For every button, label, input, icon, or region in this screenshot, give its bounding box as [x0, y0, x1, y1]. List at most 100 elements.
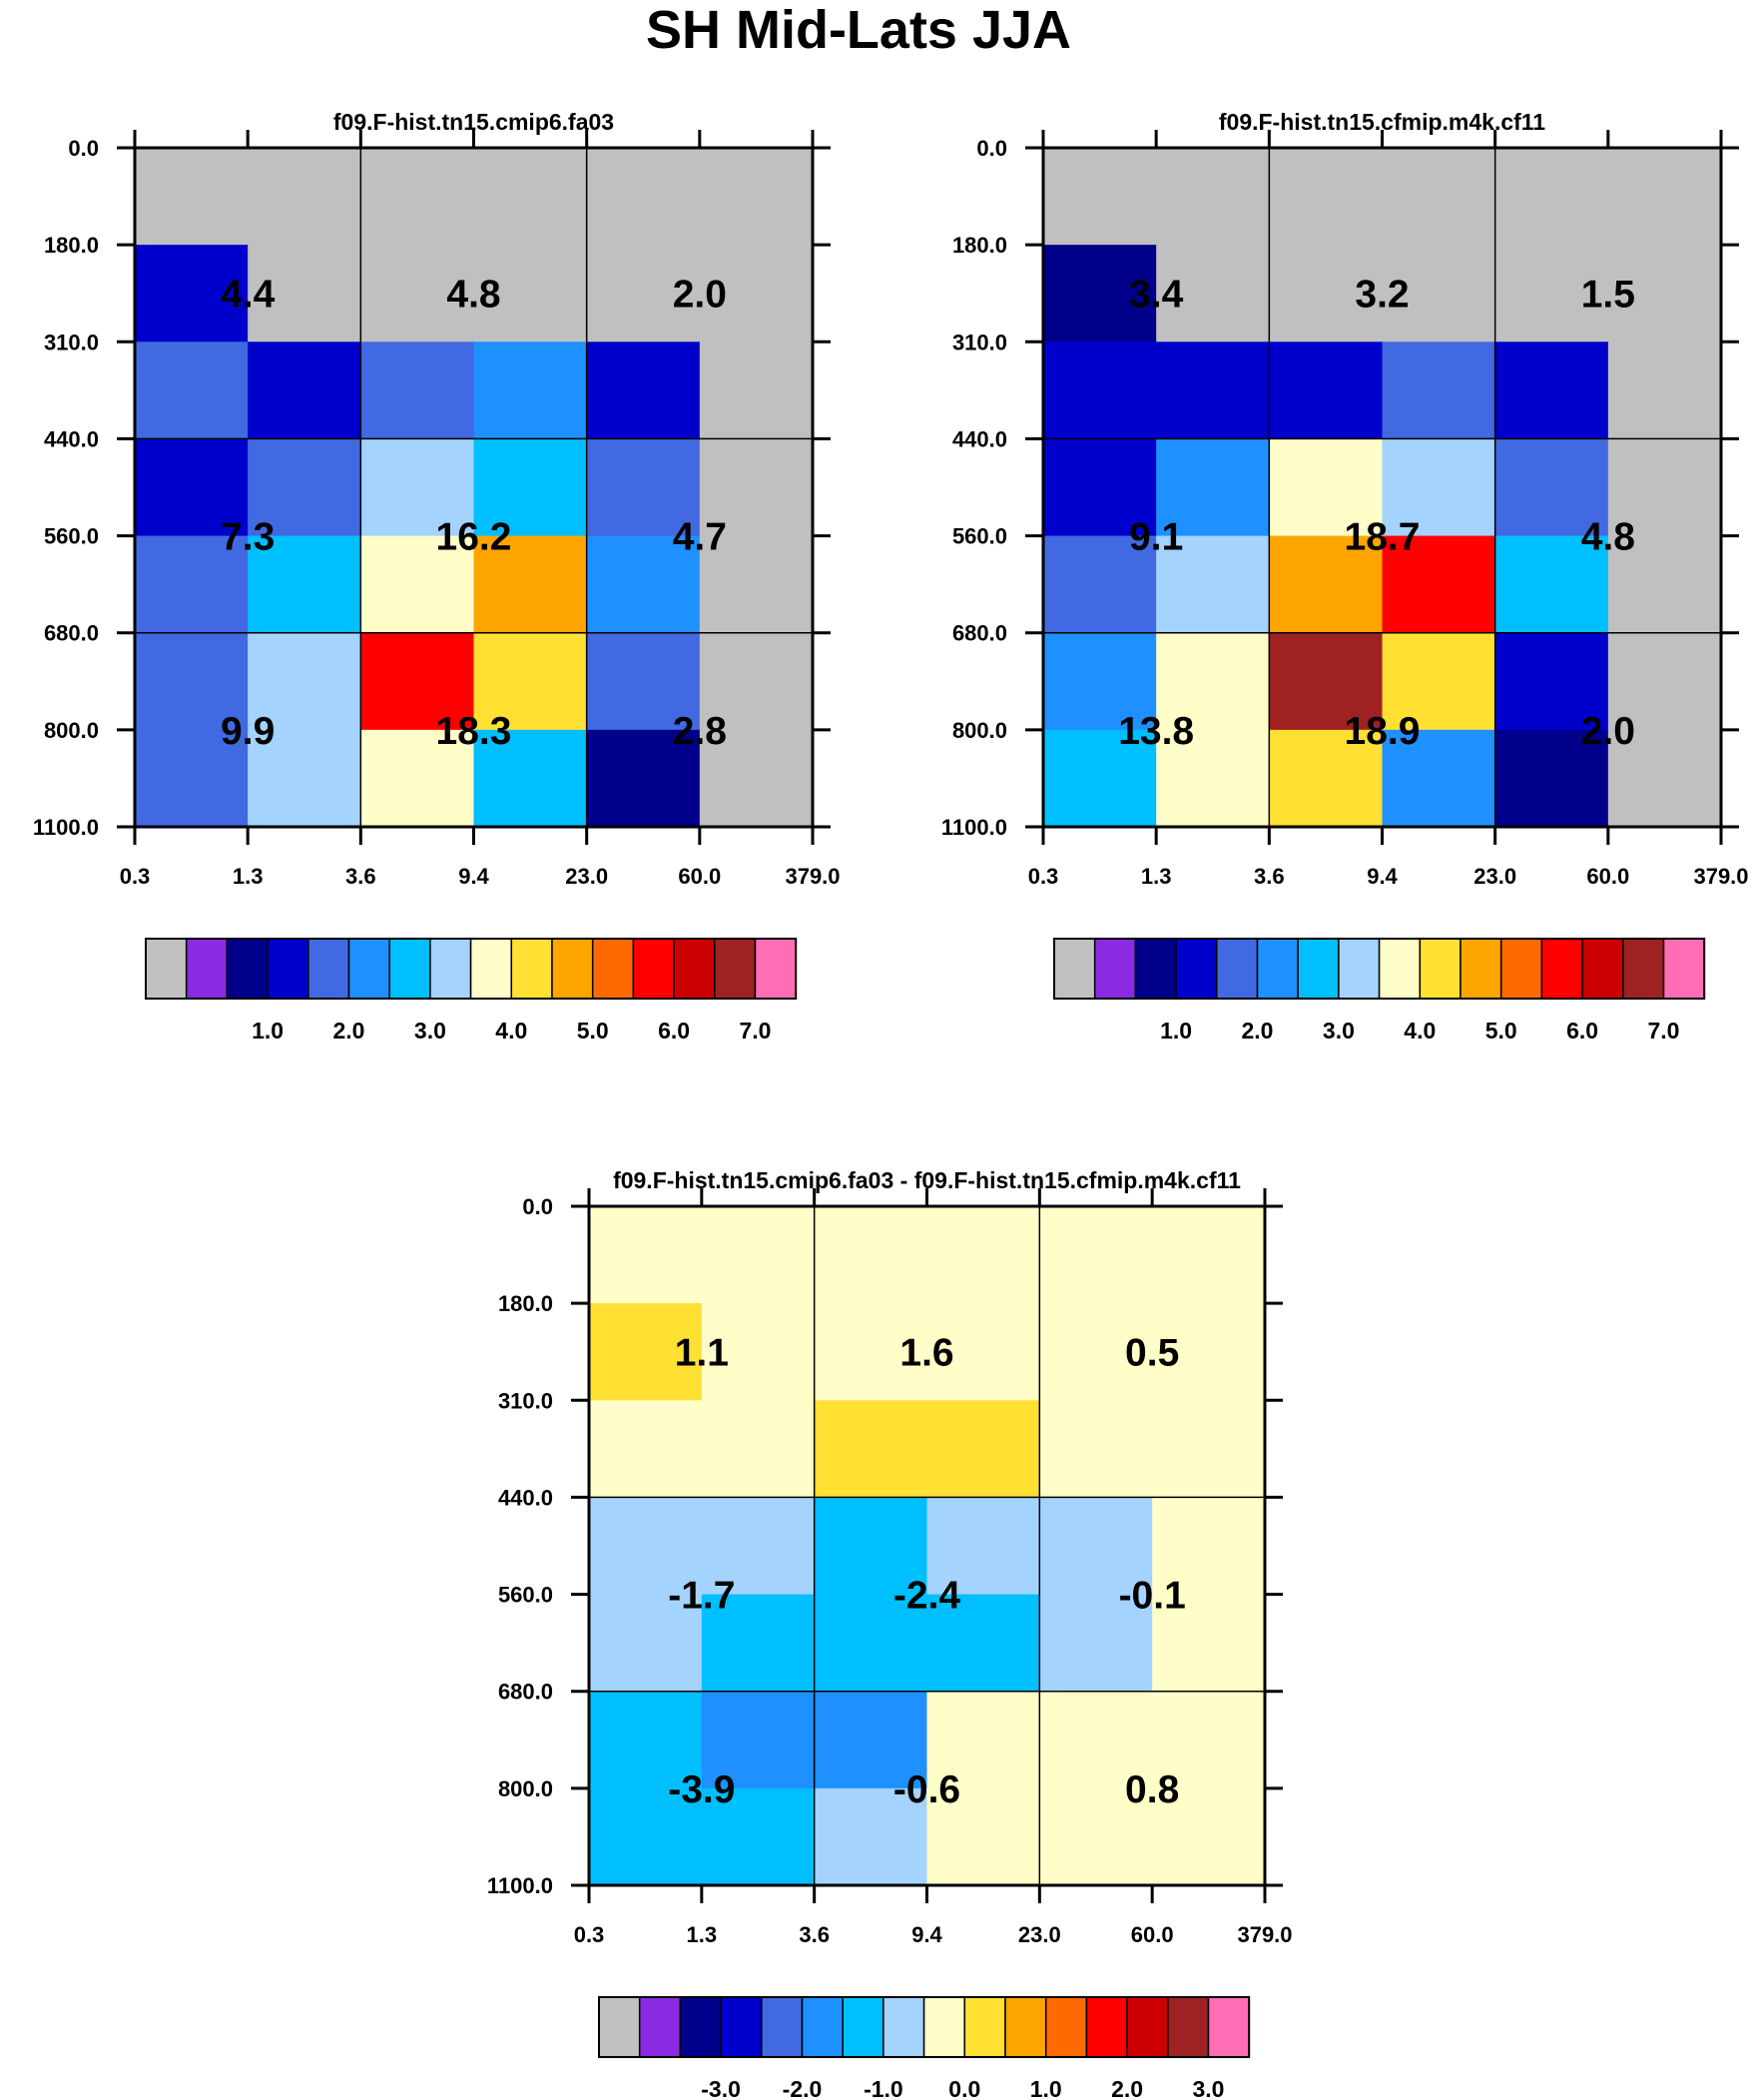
heatmap-cell: [1039, 1691, 1153, 1789]
colorbar-swatch: [720, 1996, 763, 2058]
colorbar-swatch: [1297, 938, 1340, 1000]
panel-1: f09.F-hist.tn15.cmip6.fa030.0180.0310.04…: [33, 109, 841, 1044]
x-tick-label: 1.3: [233, 864, 264, 889]
heatmap-cell: [701, 1691, 816, 1789]
x-tick-label: 60.0: [1586, 864, 1629, 889]
y-tick-label: 680.0: [44, 621, 99, 646]
data-label: 16.2: [436, 516, 512, 559]
heatmap-cell: [589, 1594, 703, 1693]
colorbar-swatch: [1085, 1996, 1128, 2058]
heatmap-cell: [135, 245, 249, 343]
heatmap-cell: [135, 632, 249, 731]
y-tick-label: 180.0: [952, 233, 1007, 258]
y-tick-label: 0.0: [976, 136, 1007, 161]
colorbar-swatch: [679, 1996, 722, 2058]
heatmap-cell: [926, 1400, 1040, 1499]
colorbar-label: 4.0: [1404, 1018, 1436, 1044]
heatmap-cell: [1494, 148, 1609, 246]
heatmap-cell: [1607, 245, 1722, 343]
panel-3: f09.F-hist.tn15.cmip6.fa03 - f09.F-hist.…: [487, 1167, 1293, 2100]
y-tick-label: 560.0: [44, 524, 99, 549]
data-label: 18.7: [1345, 516, 1421, 559]
heatmap-cell: [1152, 1691, 1266, 1789]
colorbar-swatch: [1167, 1996, 1210, 2058]
colorbar-label: 2.0: [1111, 2076, 1143, 2100]
heatmap-cell: [1156, 245, 1270, 343]
heatmap-cell: [701, 1497, 816, 1596]
colorbar-swatch: [673, 938, 716, 1000]
heatmap-cell: [1494, 729, 1609, 828]
heatmap-cell: [1494, 438, 1609, 537]
data-label: 3.4: [1129, 274, 1184, 317]
heatmap-cell: [360, 245, 475, 343]
x-tick-label: 23.0: [565, 864, 608, 889]
y-tick-label: 800.0: [498, 1776, 553, 1801]
heatmap-cell: [1382, 245, 1496, 343]
y-tick-label: 1100.0: [941, 815, 1007, 840]
data-label: -3.9: [668, 1768, 735, 1811]
heatmap-cell: [1043, 535, 1157, 634]
y-tick-label: 180.0: [498, 1291, 553, 1316]
colorbar-swatch: [922, 1996, 966, 2058]
heatmap-cell: [1269, 245, 1384, 343]
heatmap-cell: [248, 535, 361, 634]
colorbar-swatch: [598, 1996, 641, 2058]
heatmap-cell: [699, 148, 814, 246]
data-label: 7.3: [221, 516, 275, 559]
colorbar-swatch: [591, 938, 635, 1000]
heatmap-cell: [1152, 1303, 1266, 1401]
colorbar-swatch: [1053, 938, 1096, 1000]
heatmap-cell: [589, 1400, 703, 1499]
y-tick-label: 800.0: [952, 718, 1007, 743]
colorbar-label: 6.0: [658, 1018, 690, 1044]
colorbar-swatch: [551, 938, 594, 1000]
heatmap-cell: [473, 729, 588, 828]
heatmap-cell: [135, 342, 249, 440]
data-label: -2.4: [893, 1575, 961, 1618]
y-tick-label: 0.0: [68, 136, 99, 161]
colorbar-swatch: [1134, 938, 1177, 1000]
colorbar-frame: [598, 1996, 1251, 2058]
colorbar-swatch: [226, 938, 269, 1000]
heatmap-cell: [473, 148, 588, 246]
heatmap-cell: [926, 1691, 1040, 1789]
data-label: 4.8: [1581, 516, 1635, 559]
heatmap-cell: [589, 1206, 703, 1304]
heatmap-cell: [1269, 342, 1384, 440]
heatmap-cell: [1607, 632, 1722, 731]
heatmap-cell: [701, 1206, 816, 1304]
heatmap-cell: [1607, 342, 1722, 440]
heatmap-cell: [248, 729, 361, 828]
data-label: 0.8: [1125, 1768, 1179, 1811]
heatmap-cell: [1156, 342, 1270, 440]
heatmap-cell: [135, 535, 249, 634]
heatmap-cell: [360, 148, 475, 246]
heatmap-cell: [814, 1691, 928, 1789]
heatmap-cell: [701, 1594, 816, 1693]
colorbar-swatch: [1207, 1996, 1250, 2058]
data-label: 1.5: [1581, 274, 1635, 317]
colorbar-swatch: [1126, 1996, 1169, 2058]
y-tick-label: 1100.0: [33, 815, 99, 840]
colorbar-swatch: [429, 938, 472, 1000]
colorbar-swatch: [632, 938, 675, 1000]
colorbar-label: 1.0: [1160, 1018, 1192, 1044]
colorbar-label: 2.0: [1242, 1018, 1274, 1044]
heatmap-cell: [926, 1787, 1040, 1886]
heatmap-cell: [1269, 632, 1384, 731]
heatmap-cell: [473, 245, 588, 343]
heatmap-cell: [699, 729, 814, 828]
heatmap-cell: [1494, 535, 1609, 634]
panel-2: f09.F-hist.tn15.cfmip.m4k.cf110.0180.031…: [941, 109, 1749, 1044]
heatmap-cell: [1269, 535, 1384, 634]
heatmap-cell: [1043, 632, 1157, 731]
heatmap-cell: [814, 1594, 928, 1693]
heatmap-cell: [1039, 1303, 1153, 1401]
colorbar-label: -1.0: [864, 2076, 903, 2100]
heatmap-cell: [1607, 438, 1722, 537]
y-tick-label: 680.0: [952, 621, 1007, 646]
heatmap-cell: [1269, 148, 1384, 246]
heatmap-cell: [1152, 1594, 1266, 1693]
heatmap-cell: [473, 438, 588, 537]
x-tick-label: 1.3: [1141, 864, 1172, 889]
